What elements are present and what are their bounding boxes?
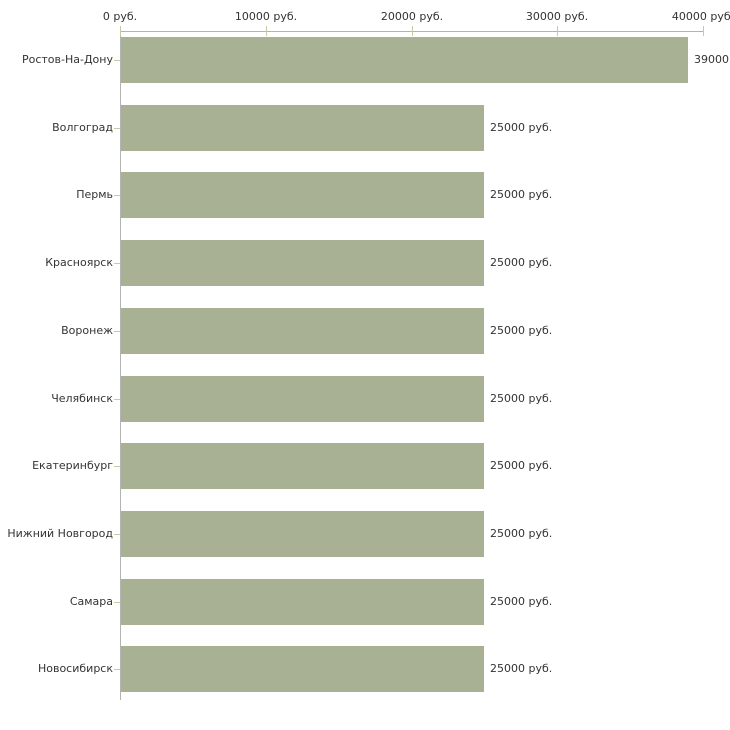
y-tick-mark bbox=[114, 399, 120, 400]
x-tick-label: 30000 руб. bbox=[525, 10, 589, 23]
y-tick-mark bbox=[114, 195, 120, 196]
bar bbox=[121, 172, 484, 218]
y-tick-mark bbox=[114, 669, 120, 670]
category-label: Красноярск bbox=[45, 256, 113, 269]
y-tick-mark bbox=[114, 466, 120, 467]
y-axis-line bbox=[120, 31, 121, 700]
category-label: Самара bbox=[69, 595, 113, 608]
x-tick-label: 10000 руб. bbox=[234, 10, 298, 23]
category-label: Пермь bbox=[76, 188, 113, 201]
bar bbox=[121, 579, 484, 625]
y-tick-mark bbox=[114, 60, 120, 61]
value-label: 25000 руб. bbox=[490, 595, 553, 608]
bar bbox=[121, 308, 484, 354]
x-tick-label: 0 руб. bbox=[102, 10, 138, 23]
x-tick-mark bbox=[412, 26, 413, 36]
y-tick-mark bbox=[114, 602, 120, 603]
category-label: Ростов-На-Дону bbox=[21, 53, 113, 66]
bar bbox=[121, 511, 484, 557]
category-label: Волгоград bbox=[52, 121, 113, 134]
value-label: 25000 руб. bbox=[490, 324, 553, 337]
value-label: 25000 руб. bbox=[490, 459, 553, 472]
value-label: 25000 руб. bbox=[490, 392, 553, 405]
x-tick-mark bbox=[266, 26, 267, 36]
y-tick-mark bbox=[114, 331, 120, 332]
bar bbox=[121, 376, 484, 422]
value-label: 39000 руб. bbox=[694, 53, 730, 66]
x-tick-mark bbox=[120, 26, 121, 36]
value-label: 25000 руб. bbox=[490, 121, 553, 134]
y-tick-mark bbox=[114, 263, 120, 264]
bar bbox=[121, 240, 484, 286]
bar bbox=[121, 37, 688, 83]
x-tick-mark bbox=[557, 26, 558, 36]
bar bbox=[121, 443, 484, 489]
x-tick-mark bbox=[703, 26, 704, 36]
x-tick-label: 40000 руб. bbox=[671, 10, 730, 23]
x-tick-label: 20000 руб. bbox=[380, 10, 444, 23]
bar bbox=[121, 105, 484, 151]
y-tick-mark bbox=[114, 534, 120, 535]
value-label: 25000 руб. bbox=[490, 662, 553, 675]
category-label: Воронеж bbox=[61, 324, 113, 337]
y-tick-mark bbox=[114, 128, 120, 129]
category-label: Нижний Новгород bbox=[7, 527, 113, 540]
category-label: Новосибирск bbox=[37, 662, 113, 675]
category-label: Челябинск bbox=[51, 392, 113, 405]
bar bbox=[121, 646, 484, 692]
value-label: 25000 руб. bbox=[490, 188, 553, 201]
value-label: 25000 руб. bbox=[490, 256, 553, 269]
value-label: 25000 руб. bbox=[490, 527, 553, 540]
category-label: Екатеринбург bbox=[32, 459, 113, 472]
